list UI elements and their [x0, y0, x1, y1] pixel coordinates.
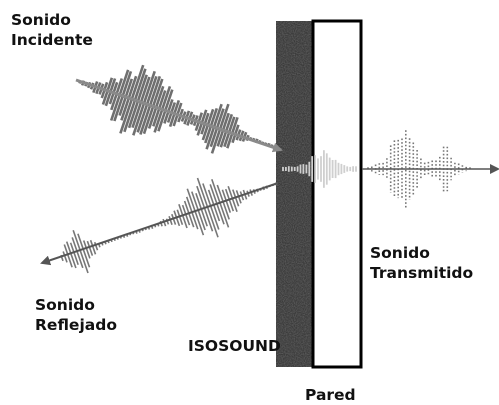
- incident-wave: [78, 64, 274, 154]
- wall-attenuated-wave: [282, 150, 357, 188]
- transmitted-sound-label: Sonido Transmitido: [370, 243, 473, 283]
- wave-bar: [72, 229, 89, 274]
- wave-bar: [69, 242, 79, 265]
- arrow-right-down-icon: [75, 78, 283, 153]
- wave-bar: [93, 241, 99, 251]
- wall: [311, 19, 363, 369]
- incident-label-line-1: Sonido: [11, 11, 71, 29]
- wave-bar: [65, 241, 77, 269]
- wave-bar: [62, 251, 68, 263]
- wave-bar: [63, 244, 73, 268]
- incident-sound-label: Sonido Incidente: [11, 10, 93, 50]
- wave-bar: [71, 237, 84, 269]
- reflected-wave: [60, 177, 278, 274]
- isosound-layer: [276, 21, 312, 367]
- wave-bar: [86, 240, 94, 256]
- transmitted-label-line-1: Sonido: [370, 244, 430, 262]
- wave-bar: [89, 239, 97, 255]
- reflected-label-line-1: Sonido: [35, 296, 95, 314]
- wall-label: Pared: [305, 386, 356, 404]
- reflected-sound-label: Sonido Reflejado: [35, 295, 117, 335]
- isosound-label: ISOSOUND: [188, 337, 281, 355]
- wave-bar: [162, 218, 167, 227]
- wave-bar: [82, 240, 91, 259]
- wave-bar: [77, 233, 91, 268]
- wave-bar: [168, 215, 173, 226]
- incident-label-line-2: Incidente: [11, 31, 93, 49]
- reflected-label-line-2: Reflejado: [35, 316, 117, 334]
- arrow-left-down-icon: [40, 182, 279, 266]
- transmitted-label-line-2: Transmitido: [370, 264, 474, 282]
